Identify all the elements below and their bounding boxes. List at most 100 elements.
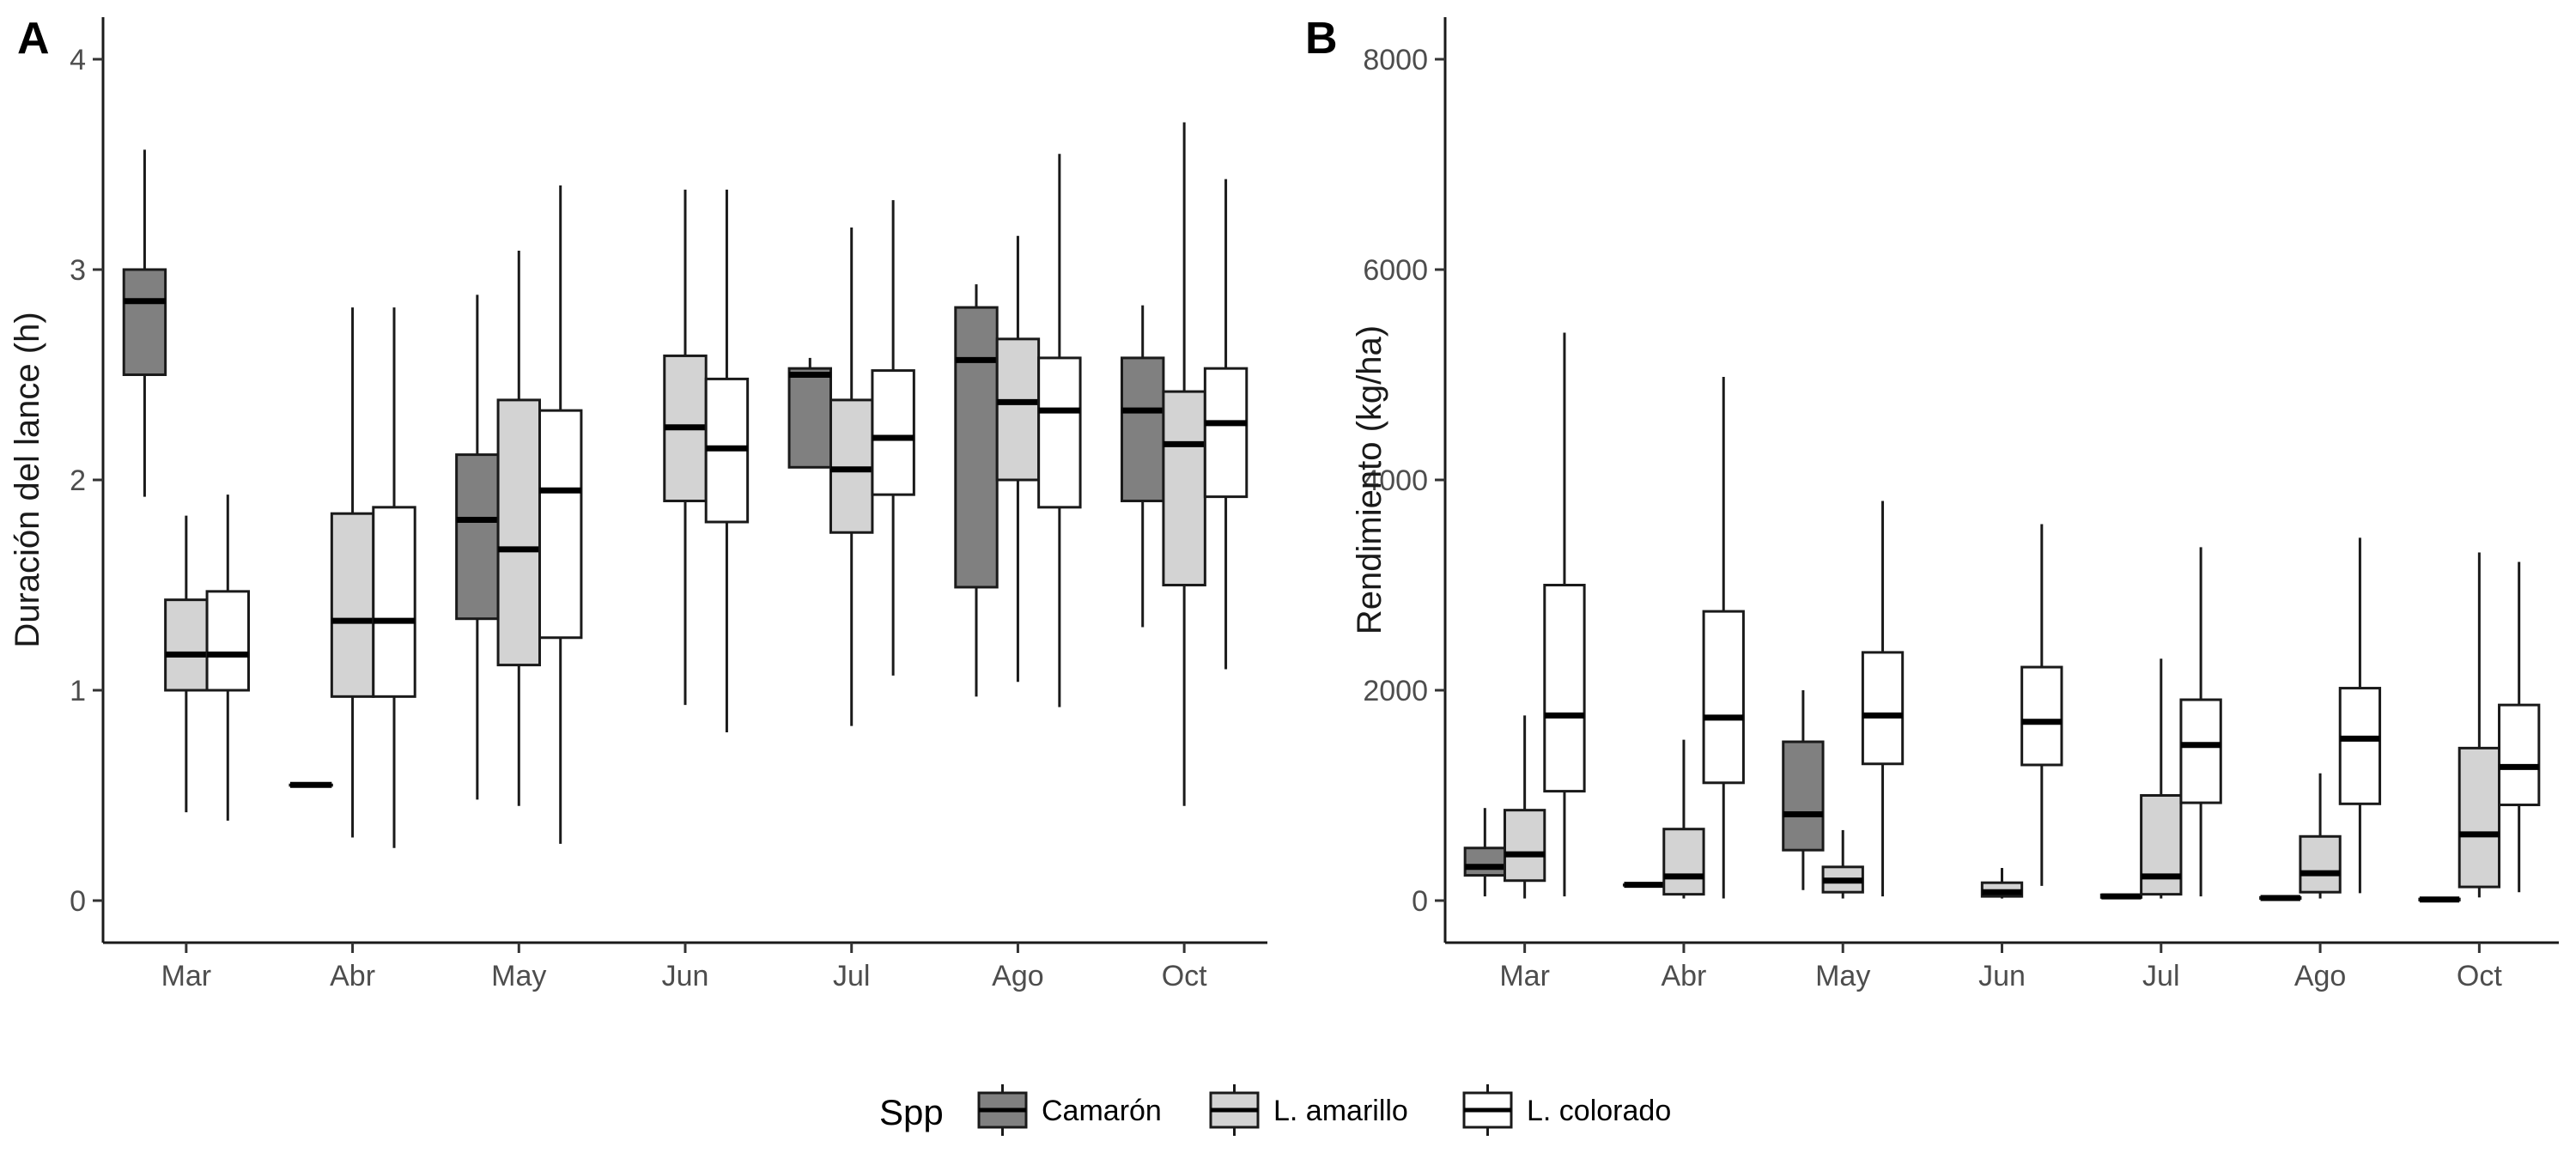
box-lamarillo-oct: [1162, 122, 1206, 806]
box-lamarillo-jul: [829, 228, 874, 726]
box-iqr: [829, 398, 874, 534]
box-lamarillo-abr: [1662, 739, 1705, 899]
box-iqr: [1203, 367, 1249, 499]
box-iqr: [2458, 746, 2501, 889]
box-lamarillo-jun: [663, 189, 708, 706]
box-lcolorado-oct: [1203, 179, 1249, 670]
x-tick-label: Jun: [662, 960, 709, 992]
x-tick-label: Oct: [1162, 960, 1207, 992]
box-lcolorado-mar: [205, 495, 250, 821]
box-iqr: [164, 598, 209, 692]
box-iqr: [1782, 740, 1825, 852]
box-iqr: [1503, 809, 1546, 883]
box-iqr: [954, 306, 999, 589]
y-tick-label: 0: [1412, 885, 1428, 918]
y-tick-label: 3: [70, 254, 86, 287]
legend-label: L. colorado: [1527, 1095, 1671, 1127]
box-iqr: [2179, 698, 2222, 804]
box-lamarillo-may: [1821, 829, 1864, 899]
box-iqr: [1162, 390, 1206, 586]
box-iqr: [1662, 828, 1705, 896]
legend-entry-camarn: Camarón: [977, 1084, 1162, 1136]
y-axis-title-b: Rendimiento (kg/ha): [1351, 325, 1388, 634]
x-tick-label: Jun: [1978, 960, 2026, 992]
x-tick-label: Abr: [330, 960, 375, 992]
panel-b-tag: B: [1305, 14, 1338, 64]
y-tick-label: 2: [70, 464, 86, 497]
legend-label: Camarón: [1042, 1095, 1162, 1127]
box-iqr: [1121, 356, 1165, 502]
box-iqr: [1861, 651, 1905, 766]
box-lcolorado-abr: [1702, 376, 1745, 899]
box-lamarillo-mar: [1503, 715, 1546, 899]
box-lcolorado-may: [1861, 501, 1905, 897]
box-lcolorado-oct: [2498, 561, 2541, 893]
box-lamarillo-abr: [330, 307, 375, 838]
box-iqr: [330, 512, 375, 698]
box-iqr: [2498, 703, 2541, 807]
box-camarn-jul: [2099, 893, 2143, 900]
legend-title: Spp: [879, 1092, 944, 1132]
x-tick-label: May: [491, 960, 546, 992]
box-camarn-abr: [289, 781, 333, 788]
y-tick-label: 6000: [1363, 254, 1428, 287]
box-iqr: [1702, 610, 1745, 785]
box-iqr: [496, 398, 541, 667]
legend: Spp Camarón L. amarillo L. colorado: [879, 1084, 1671, 1136]
box-iqr: [871, 369, 915, 496]
box-camarn-ago: [954, 284, 999, 697]
panel-a: A 0 1 2 3 4 Mar Abr May Jun Jul Ago Oct Duración del…: [9, 14, 1267, 992]
legend-entry-lamarillo: L. amarillo: [1209, 1084, 1408, 1136]
x-tick-label: Abr: [1661, 960, 1706, 992]
box-iqr: [787, 367, 832, 469]
panel-a-tag: A: [17, 14, 50, 64]
x-tick-label: Ago: [2294, 960, 2347, 992]
box-lamarillo-ago: [995, 235, 1041, 683]
box-lamarillo-ago: [2299, 773, 2342, 899]
box-iqr: [372, 506, 416, 698]
box-camarn-mar: [1463, 808, 1506, 897]
box-camarn-may: [455, 294, 500, 800]
box-camarn-abr: [1622, 882, 1666, 889]
box-camarn-oct: [2418, 896, 2461, 903]
box-lcolorado-jun: [704, 189, 750, 732]
box-iqr: [995, 337, 1041, 482]
box-lamarillo-mar: [164, 515, 209, 813]
x-tick-label: May: [1815, 960, 1870, 992]
box-iqr: [2140, 794, 2183, 896]
box-iqr: [2338, 687, 2382, 805]
box-iqr: [122, 268, 167, 376]
box-lamarillo-oct: [2458, 552, 2501, 898]
box-lamarillo-jul: [2140, 658, 2183, 899]
box-lcolorado-jun: [2020, 524, 2063, 886]
box-lcolorado-may: [538, 185, 583, 844]
box-iqr: [2020, 665, 2063, 767]
box-iqr: [2299, 834, 2342, 894]
x-tick-label: Oct: [2457, 960, 2502, 992]
y-tick-label: 1: [70, 675, 86, 707]
box-lcolorado-ago: [1037, 154, 1082, 707]
legend-label: L. amarillo: [1273, 1095, 1408, 1127]
box-iqr: [455, 453, 500, 621]
box-iqr: [1543, 584, 1586, 793]
box-lcolorado-jul: [2179, 547, 2222, 897]
box-lcolorado-abr: [372, 307, 416, 848]
box-lamarillo-jun: [1980, 868, 2024, 899]
box-camarn-jul: [787, 357, 832, 469]
box-iqr: [205, 590, 250, 692]
x-tick-label: Mar: [161, 960, 212, 992]
panel-b: B 0 2000 4000 6000 8000 Mar Abr May Jun Jul Ago Oct…: [1305, 14, 2559, 992]
x-tick-label: Jul: [2142, 960, 2179, 992]
box-iqr: [538, 409, 583, 640]
y-axis-title-a: Duración del lance (h): [9, 312, 46, 647]
y-tick-label: 4: [70, 44, 86, 76]
box-lcolorado-ago: [2338, 537, 2382, 894]
legend-entry-lcolorado: L. colorado: [1462, 1084, 1671, 1136]
box-camarn-mar: [122, 149, 167, 497]
box-lcolorado-mar: [1543, 332, 1586, 897]
y-tick-label: 2000: [1363, 675, 1428, 707]
box-lcolorado-jul: [871, 200, 915, 676]
box-camarn-ago: [2259, 895, 2302, 901]
y-tick-label: 8000: [1363, 44, 1428, 76]
